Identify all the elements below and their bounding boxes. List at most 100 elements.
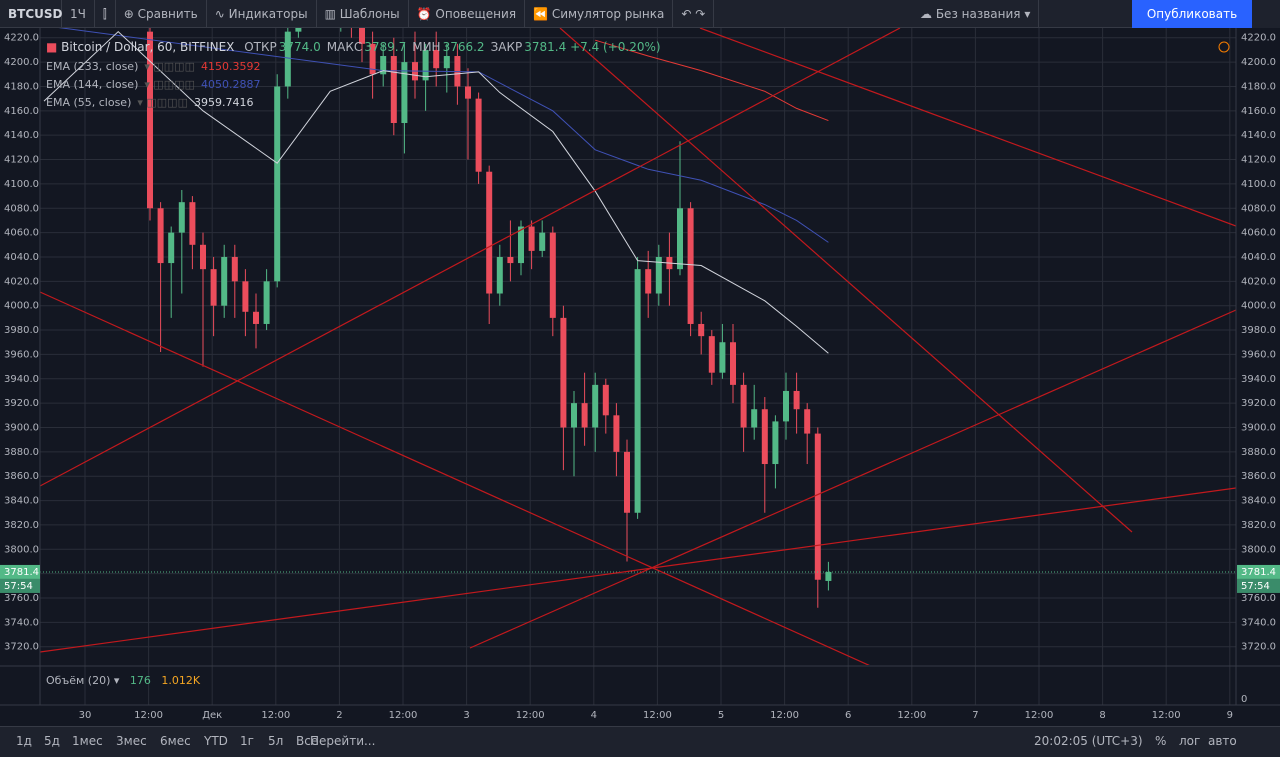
right-tick-label: 4160.0 [1241, 106, 1276, 117]
right-tick-label: 4020.0 [1241, 276, 1276, 287]
candle-body [168, 232, 175, 264]
candle-body [443, 56, 450, 69]
goto[interactable]: Перейти... [310, 734, 376, 748]
percent[interactable]: % [1155, 734, 1167, 748]
ohlc-label: МАКС [326, 40, 363, 54]
range-button[interactable]: YTD [204, 734, 228, 748]
candle-body [369, 43, 376, 75]
right-tick-label: 3740.0 [1241, 617, 1276, 628]
range-button[interactable]: 1мес [72, 734, 103, 748]
ema-line [43, 30, 829, 354]
candle-body [486, 171, 493, 294]
legend-marker: ■ [46, 40, 58, 54]
indicator-row: EMA (233, close) ▾ ◫◫◫◫ 4150.3592 [46, 60, 260, 73]
range-button[interactable]: 1д [16, 734, 32, 748]
countdown-box [0, 578, 40, 593]
compare[interactable]: ⊕ Сравнить [116, 0, 207, 28]
candle-body [348, 7, 354, 25]
left-tick-label: 3920.0 [4, 398, 39, 409]
publish-button[interactable]: Опубликовать [1132, 0, 1252, 28]
layout-name[interactable]: ☁ Без названия ▾ [912, 0, 1040, 28]
interval[interactable]: 1Ч [62, 0, 95, 28]
alerts[interactable]: ⏰ Оповещения [409, 0, 526, 28]
candle-body [592, 384, 599, 428]
time-tick-label: 12:00 [1025, 710, 1054, 721]
indicator-value: 4150.3592 [200, 60, 261, 73]
time-tick-label: 7 [972, 710, 978, 721]
left-tick-label: 3740.0 [4, 617, 39, 628]
candle-body [539, 232, 546, 251]
symbol[interactable]: BTCUSD [0, 0, 63, 28]
right-tick-label: 3820.0 [1241, 520, 1276, 531]
log[interactable]: лог [1179, 734, 1201, 748]
alerts-label: Оповещения [435, 6, 517, 21]
undo[interactable]: ↶ ↷ [673, 0, 715, 28]
countdown: 57:54 [4, 581, 33, 592]
play-button[interactable] [1252, 0, 1280, 28]
candle-body [306, 1, 312, 7]
right-tick-label: 4180.0 [1241, 81, 1276, 92]
trend-line[interactable] [40, 28, 901, 487]
indicator-controls: ▾ ◫◫◫◫ [144, 78, 195, 91]
candle-body [422, 49, 429, 81]
right-tick-label: 3920.0 [1241, 398, 1276, 409]
templates-label: Шаблоны [339, 6, 400, 21]
trend-line[interactable] [559, 28, 1133, 533]
range-button[interactable]: 1г [240, 734, 254, 748]
candle-body [751, 409, 758, 428]
indicator-row: EMA (55, close) ▾ ◫◫◫◫ 3959.7416 [46, 96, 253, 109]
candle-body [317, 0, 323, 1]
candle-body [772, 421, 779, 465]
templates[interactable]: ▥ Шаблоны [317, 0, 409, 28]
right-tick-label: 3940.0 [1241, 374, 1276, 385]
right-tick-label: 3860.0 [1241, 471, 1276, 482]
candle-body [496, 256, 503, 294]
volume-legend: Объём (20) ▾ 176 1.012K [46, 674, 201, 687]
right-tick-label: 3760.0 [1241, 593, 1276, 604]
candle-body [274, 86, 281, 282]
ohlc: ОТКР 3774.0 МАКС 3789.7 МИН 3766.2 ЗАКР 3781.4 [238, 40, 566, 54]
price-label-box [1237, 564, 1280, 579]
price-label: 3781.4 [4, 567, 39, 578]
candle-body [793, 390, 800, 410]
right-tick-label: 4060.0 [1241, 228, 1276, 239]
bar-style[interactable]: ⫿ [95, 0, 116, 28]
range-button[interactable]: 3мес [116, 734, 147, 748]
left-tick-label: 3820.0 [4, 520, 39, 531]
auto[interactable]: авто [1208, 734, 1237, 748]
right-tick-label: 4100.0 [1241, 179, 1276, 190]
trend-line[interactable] [40, 487, 1236, 653]
trend-line[interactable] [699, 28, 1236, 227]
left-tick-label: 3880.0 [4, 447, 39, 458]
right-tick-label: 4080.0 [1241, 203, 1276, 214]
trend-line[interactable] [469, 309, 1236, 649]
candle-body [814, 433, 821, 580]
ohlc-value: 3789.7 [364, 40, 407, 54]
trend-line[interactable] [40, 291, 875, 668]
candle-body [804, 409, 811, 434]
indicators[interactable]: ∿ Индикаторы [207, 0, 317, 28]
range-button[interactable]: 5л [268, 734, 284, 748]
candle-body [677, 208, 683, 270]
candle-body [719, 342, 726, 373]
replay[interactable]: ⏪ Симулятор рынка [525, 0, 674, 28]
alert-icon[interactable] [1218, 41, 1230, 53]
candle-body [645, 269, 652, 294]
time-tick-label: 12:00 [134, 710, 163, 721]
time-tick-label: 30 [79, 710, 92, 721]
left-tick-label: 3720.0 [4, 642, 39, 653]
right-tick-label: 4140.0 [1241, 130, 1276, 141]
ema-line [58, 28, 829, 243]
candle-body [210, 269, 217, 306]
range-button[interactable]: 5д [44, 734, 60, 748]
candle-body [263, 281, 270, 324]
candle-body [571, 403, 577, 428]
layout-name-label: Без названия [935, 7, 1021, 21]
candle-body [401, 62, 408, 124]
candle-body [624, 451, 630, 513]
range-button[interactable]: 6мес [160, 734, 191, 748]
candle-body [200, 244, 206, 270]
time-tick-label: 12:00 [770, 710, 799, 721]
range-button[interactable]: Все [296, 734, 319, 748]
candle-body [761, 409, 768, 465]
